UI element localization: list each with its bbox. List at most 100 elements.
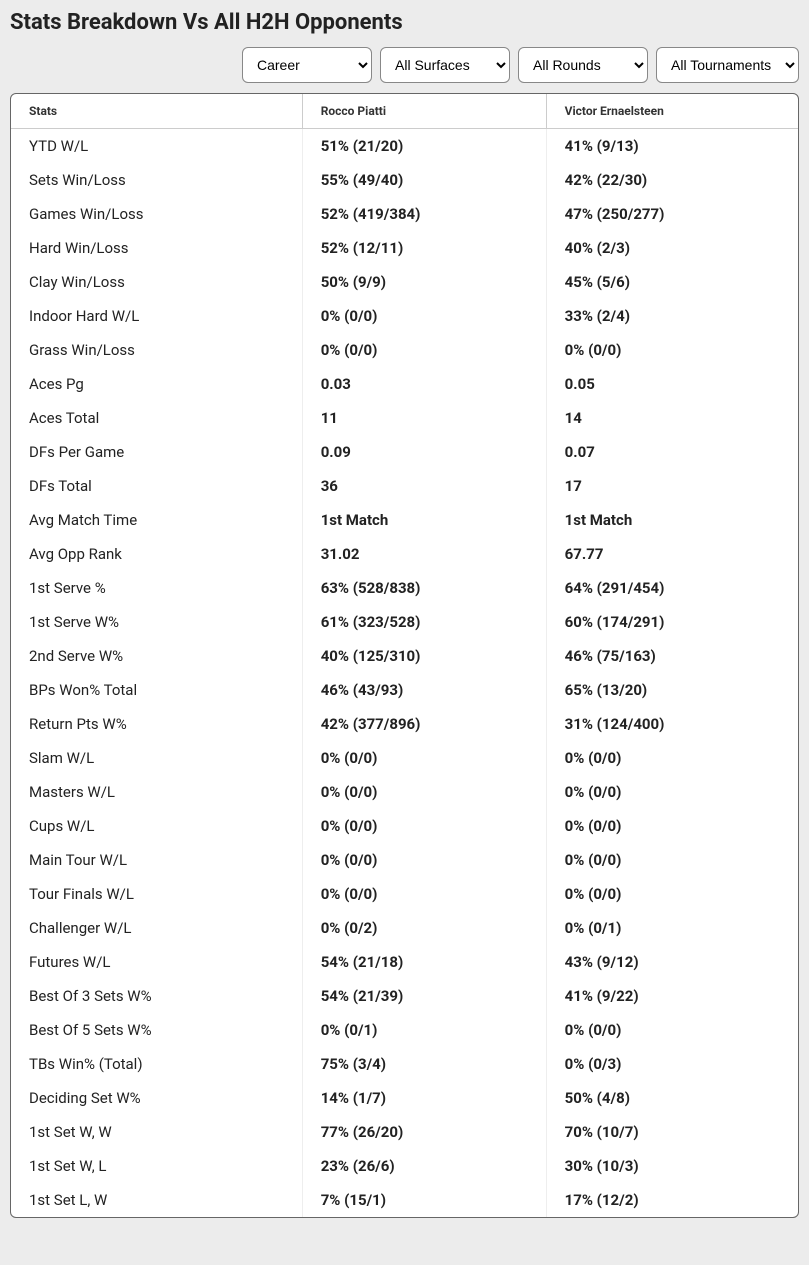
stat-value-p2: 50% (4/8): [546, 1081, 798, 1115]
col-header-player1: Rocco Piatti: [302, 94, 546, 129]
stat-label: 1st Set L, W: [11, 1183, 302, 1217]
stat-value-p2: 0% (0/0): [546, 877, 798, 911]
table-row: Avg Opp Rank31.0267.77: [11, 537, 798, 571]
stat-value-p2: 0% (0/0): [546, 775, 798, 809]
stat-label: Aces Pg: [11, 367, 302, 401]
table-row: 2nd Serve W%40% (125/310)46% (75/163): [11, 639, 798, 673]
col-header-player2: Victor Ernaelsteen: [546, 94, 798, 129]
table-row: Indoor Hard W/L0% (0/0)33% (2/4): [11, 299, 798, 333]
stat-value-p2: 60% (174/291): [546, 605, 798, 639]
stat-label: Avg Match Time: [11, 503, 302, 537]
stat-value-p2: 42% (22/30): [546, 163, 798, 197]
stat-value-p2: 0.07: [546, 435, 798, 469]
stat-value-p1: 0% (0/0): [302, 299, 546, 333]
stat-value-p1: 0% (0/0): [302, 333, 546, 367]
stat-value-p1: 7% (15/1): [302, 1183, 546, 1217]
col-header-stats: Stats: [11, 94, 302, 129]
stat-value-p2: 0.05: [546, 367, 798, 401]
stat-value-p2: 1st Match: [546, 503, 798, 537]
stat-value-p2: 30% (10/3): [546, 1149, 798, 1183]
filter-round[interactable]: All Rounds: [518, 47, 648, 83]
stat-value-p1: 63% (528/838): [302, 571, 546, 605]
table-row: Grass Win/Loss0% (0/0)0% (0/0): [11, 333, 798, 367]
stat-value-p2: 64% (291/454): [546, 571, 798, 605]
table-row: YTD W/L51% (21/20)41% (9/13): [11, 129, 798, 164]
stat-value-p1: 40% (125/310): [302, 639, 546, 673]
filter-period[interactable]: Career: [242, 47, 372, 83]
stat-value-p2: 41% (9/13): [546, 129, 798, 164]
stat-label: Indoor Hard W/L: [11, 299, 302, 333]
table-row: Return Pts W%42% (377/896)31% (124/400): [11, 707, 798, 741]
filter-tournament[interactable]: All Tournaments: [656, 47, 799, 83]
stats-table: Stats Rocco Piatti Victor Ernaelsteen YT…: [11, 94, 798, 1217]
stat-value-p1: 0% (0/1): [302, 1013, 546, 1047]
table-row: Sets Win/Loss55% (49/40)42% (22/30): [11, 163, 798, 197]
stat-value-p1: 23% (26/6): [302, 1149, 546, 1183]
stat-label: DFs Total: [11, 469, 302, 503]
stat-label: Sets Win/Loss: [11, 163, 302, 197]
stat-label: Masters W/L: [11, 775, 302, 809]
stat-value-p1: 0% (0/0): [302, 741, 546, 775]
table-row: 1st Set W, W77% (26/20)70% (10/7): [11, 1115, 798, 1149]
table-row: Aces Pg0.030.05: [11, 367, 798, 401]
stat-label: Return Pts W%: [11, 707, 302, 741]
stat-label: Best Of 5 Sets W%: [11, 1013, 302, 1047]
stat-value-p1: 52% (12/11): [302, 231, 546, 265]
stat-value-p1: 54% (21/18): [302, 945, 546, 979]
stat-value-p2: 14: [546, 401, 798, 435]
stat-label: Challenger W/L: [11, 911, 302, 945]
stat-value-p2: 0% (0/0): [546, 809, 798, 843]
stat-value-p1: 51% (21/20): [302, 129, 546, 164]
stat-value-p2: 45% (5/6): [546, 265, 798, 299]
table-row: Deciding Set W%14% (1/7)50% (4/8): [11, 1081, 798, 1115]
table-row: 1st Serve %63% (528/838)64% (291/454): [11, 571, 798, 605]
stat-label: 1st Serve W%: [11, 605, 302, 639]
stat-value-p2: 65% (13/20): [546, 673, 798, 707]
table-row: Cups W/L0% (0/0)0% (0/0): [11, 809, 798, 843]
stat-label: Games Win/Loss: [11, 197, 302, 231]
stat-value-p1: 36: [302, 469, 546, 503]
stat-label: YTD W/L: [11, 129, 302, 164]
stat-label: Main Tour W/L: [11, 843, 302, 877]
stat-label: 1st Serve %: [11, 571, 302, 605]
stat-value-p1: 0% (0/0): [302, 843, 546, 877]
stat-label: DFs Per Game: [11, 435, 302, 469]
stat-label: TBs Win% (Total): [11, 1047, 302, 1081]
table-row: Futures W/L54% (21/18)43% (9/12): [11, 945, 798, 979]
stat-label: Futures W/L: [11, 945, 302, 979]
table-row: DFs Per Game0.090.07: [11, 435, 798, 469]
stat-value-p2: 70% (10/7): [546, 1115, 798, 1149]
table-row: Hard Win/Loss52% (12/11)40% (2/3): [11, 231, 798, 265]
filters-row: Career All Surfaces All Rounds All Tourn…: [10, 47, 799, 83]
stat-value-p2: 0% (0/3): [546, 1047, 798, 1081]
stat-value-p2: 33% (2/4): [546, 299, 798, 333]
table-row: Slam W/L0% (0/0)0% (0/0): [11, 741, 798, 775]
stat-value-p2: 0% (0/0): [546, 843, 798, 877]
stat-label: 1st Set W, L: [11, 1149, 302, 1183]
stat-label: 2nd Serve W%: [11, 639, 302, 673]
stat-label: BPs Won% Total: [11, 673, 302, 707]
table-row: Challenger W/L0% (0/2)0% (0/1): [11, 911, 798, 945]
stat-value-p2: 0% (0/0): [546, 1013, 798, 1047]
table-row: 1st Serve W%61% (323/528)60% (174/291): [11, 605, 798, 639]
stat-value-p1: 0% (0/0): [302, 775, 546, 809]
table-row: Masters W/L0% (0/0)0% (0/0): [11, 775, 798, 809]
stat-label: Slam W/L: [11, 741, 302, 775]
table-row: 1st Set W, L23% (26/6)30% (10/3): [11, 1149, 798, 1183]
stat-label: Aces Total: [11, 401, 302, 435]
stat-value-p1: 0% (0/2): [302, 911, 546, 945]
stat-value-p1: 0.03: [302, 367, 546, 401]
table-row: Tour Finals W/L0% (0/0)0% (0/0): [11, 877, 798, 911]
filter-surface[interactable]: All Surfaces: [380, 47, 510, 83]
stat-value-p1: 11: [302, 401, 546, 435]
stats-table-wrapper: Stats Rocco Piatti Victor Ernaelsteen YT…: [10, 93, 799, 1218]
stat-label: Hard Win/Loss: [11, 231, 302, 265]
stat-value-p2: 17: [546, 469, 798, 503]
stat-value-p1: 0.09: [302, 435, 546, 469]
stat-label: Tour Finals W/L: [11, 877, 302, 911]
stat-label: Avg Opp Rank: [11, 537, 302, 571]
stat-value-p1: 50% (9/9): [302, 265, 546, 299]
table-row: 1st Set L, W7% (15/1)17% (12/2): [11, 1183, 798, 1217]
stat-value-p1: 55% (49/40): [302, 163, 546, 197]
stat-value-p1: 0% (0/0): [302, 877, 546, 911]
